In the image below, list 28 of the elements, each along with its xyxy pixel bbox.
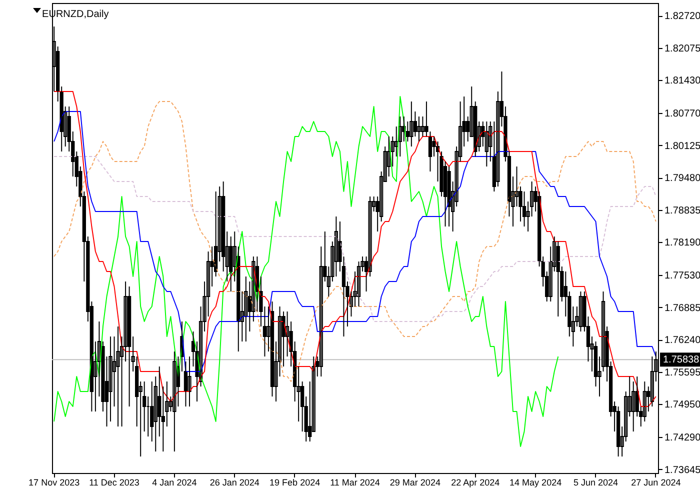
y-tick-label: 1.80770	[664, 108, 700, 120]
x-tick-label: 14 May 2024	[510, 478, 562, 488]
x-tick-label: 11 Mar 2024	[330, 478, 380, 488]
y-tick-label: 1.76885	[664, 302, 700, 314]
y-tick-label: 1.79480	[664, 173, 700, 184]
x-tick-label: 27 Jun 2024	[631, 478, 681, 488]
y-tick-label: 1.74290	[664, 432, 700, 444]
x-tick-label: 22 Apr 2024	[451, 478, 500, 488]
y-tick-label: 1.75595	[664, 367, 700, 378]
x-tick-label: 5 Jun 2024	[573, 478, 618, 488]
x-tick-label: 29 Mar 2024	[390, 478, 440, 488]
ref-line-label: 1.75838	[663, 354, 700, 366]
y-tick-label: 1.82720	[664, 11, 700, 22]
x-tick-label: 11 Dec 2023	[89, 478, 140, 488]
x-tick-label: 4 Jan 2024	[152, 478, 197, 488]
y-tick-label: 1.80125	[664, 140, 700, 152]
x-tick-label: 19 Feb 2024	[270, 478, 320, 488]
line-series	[54, 96, 559, 447]
y-tick-label: 1.81430	[664, 76, 700, 86]
y-tick-label: 1.82075	[664, 43, 700, 54]
y-tick-label: 1.78190	[664, 238, 700, 248]
y-tick-label: 1.76240	[664, 335, 700, 346]
x-tick-label: 17 Nov 2023	[28, 478, 80, 488]
x-tick-label: 26 Jan 2024	[210, 478, 260, 488]
y-tick-label: 1.74950	[664, 400, 700, 410]
y-tick-label: 1.73645	[664, 464, 700, 476]
y-tick-label: 1.77530	[664, 270, 700, 282]
y-tick-label: 1.78835	[664, 205, 700, 216]
